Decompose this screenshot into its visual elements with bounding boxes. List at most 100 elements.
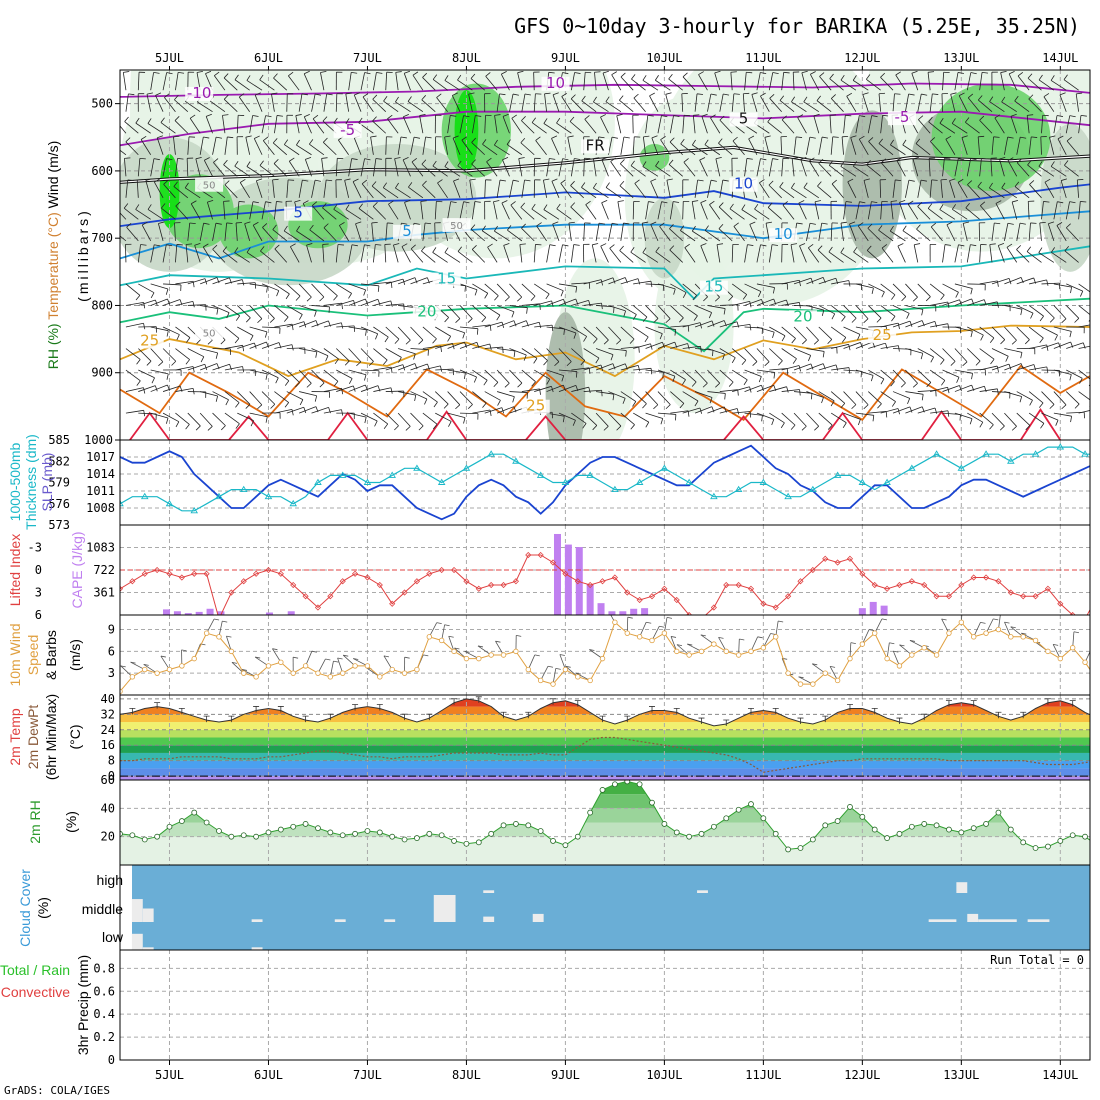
wind-barb-staff [459, 201, 464, 220]
wind-barb-staff [506, 144, 523, 156]
wind-barb-flag [594, 71, 601, 73]
wind-barb-staff [1041, 115, 1044, 134]
temperature-minmax-bar [203, 715, 210, 723]
wind-barb-flag [841, 316, 846, 322]
wind-barb-staff [249, 283, 268, 287]
wind-barb-staff [299, 320, 317, 328]
wind-barb-staff [810, 74, 820, 91]
wind-barb-flag [136, 359, 141, 365]
cloud-cover-unit-label: (%) [35, 897, 51, 919]
wind-barb-staff [125, 93, 129, 112]
wind-barb-staff [519, 244, 523, 263]
wind-barb-staff [798, 202, 807, 220]
cloud-cover-block [142, 947, 154, 950]
wind-barb-staff [311, 205, 325, 220]
wind-barb-staff [262, 326, 281, 329]
wind-barb-flag [965, 202, 970, 209]
rh-marker [414, 835, 420, 841]
wind-barb-flag [276, 290, 280, 297]
wind-barb-flag [543, 204, 548, 210]
wind-barb-staff [383, 187, 399, 199]
wind-barb-flag [303, 407, 307, 414]
wind-barb-staff [930, 323, 948, 328]
wind-barb-staff [1053, 412, 1072, 417]
rh-marker [983, 821, 989, 827]
wind10m-barb-flag [646, 621, 652, 624]
wind-barb-flag [1001, 182, 1006, 189]
thickness-marker [982, 450, 990, 457]
wind-barb-staff [404, 202, 411, 220]
wind-barb-staff [967, 299, 985, 306]
contour-label: 10 [774, 225, 793, 243]
wind10m-marker [674, 648, 680, 655]
wind-barb-staff [707, 391, 726, 394]
wind-barb-flag [951, 204, 956, 210]
wind-barb-flag [135, 117, 140, 124]
wind-barb-flag [473, 376, 477, 383]
wind-barb-flag [351, 158, 358, 160]
wind-barb-flag [315, 351, 318, 358]
wind-barb-flag [669, 224, 674, 230]
wind-barb-staff [681, 93, 684, 112]
wind-barb-staff [447, 201, 452, 220]
wind-barb-staff [254, 94, 263, 112]
wind-barb-staff [1057, 138, 1067, 155]
rh-marker [1045, 843, 1051, 850]
lifted-index-marker [228, 589, 235, 596]
wind-barb-flag [882, 114, 889, 117]
wind-barb-flag [971, 373, 973, 380]
wind-barb-staff [950, 94, 956, 112]
wind-barb-flag [252, 115, 259, 117]
wind10m-marker [438, 637, 445, 644]
wind-barb-staff [459, 283, 478, 291]
wind-barb-staff [309, 229, 325, 242]
wind-barb-staff [447, 115, 451, 134]
precip-legend-total: Total / Rain [0, 962, 70, 978]
wind-barb-staff [534, 324, 553, 328]
rh-marker [426, 830, 433, 837]
wind-barb-staff [1040, 136, 1042, 155]
wind-barb-staff [272, 179, 275, 198]
cloud-cover-block [532, 913, 544, 922]
wind-barb-staff [403, 73, 411, 91]
wind-barb-flag [265, 373, 268, 380]
wind-barb-staff [620, 305, 637, 315]
wind10m-marker [735, 652, 742, 658]
wind-barb-staff [162, 348, 177, 362]
bottom-date-label: 7JUL [353, 1068, 382, 1082]
wind-barb-staff [311, 283, 325, 298]
wind-barb-flag [189, 114, 196, 119]
wind-barb-staff [682, 76, 696, 91]
wind-barb-flag [601, 156, 608, 160]
wind-barb-staff [261, 391, 276, 405]
wind-barb-flag [957, 72, 964, 74]
wind-barb-flag [485, 72, 491, 77]
wind-barb-flag [227, 136, 234, 139]
wind-barb-flag [958, 92, 965, 96]
wind-barb-flag [741, 204, 746, 210]
wind-barb-staff [918, 119, 931, 134]
wind-barb-staff [224, 391, 240, 403]
wind-barb-staff [160, 122, 176, 134]
wind10m-barb-flag [1021, 632, 1027, 635]
contour-label-bg [769, 228, 798, 243]
lifted-index-marker [426, 570, 433, 577]
wind-barb-staff [632, 136, 635, 155]
wind-barb-staff [769, 412, 785, 424]
wind-barb-flag [645, 421, 650, 428]
wind-barb-staff [781, 365, 800, 371]
wind-barb-staff [503, 245, 510, 263]
wind-barb-staff [818, 136, 823, 155]
wind-barb-flag [694, 400, 699, 407]
wind-barb-staff [620, 346, 639, 349]
thickness-marker [239, 485, 248, 493]
wind-barb-flag [1039, 337, 1044, 343]
wind10m-barb-flag [477, 645, 484, 648]
panel-frame [119, 614, 1091, 696]
wind-barb-staff [714, 72, 721, 91]
wind-barb-flag [650, 368, 653, 375]
wind-barb-staff [779, 186, 795, 199]
wind-barb-staff [781, 326, 796, 339]
wind-barb-flag [163, 180, 169, 185]
wind-barb-flag [128, 93, 135, 96]
